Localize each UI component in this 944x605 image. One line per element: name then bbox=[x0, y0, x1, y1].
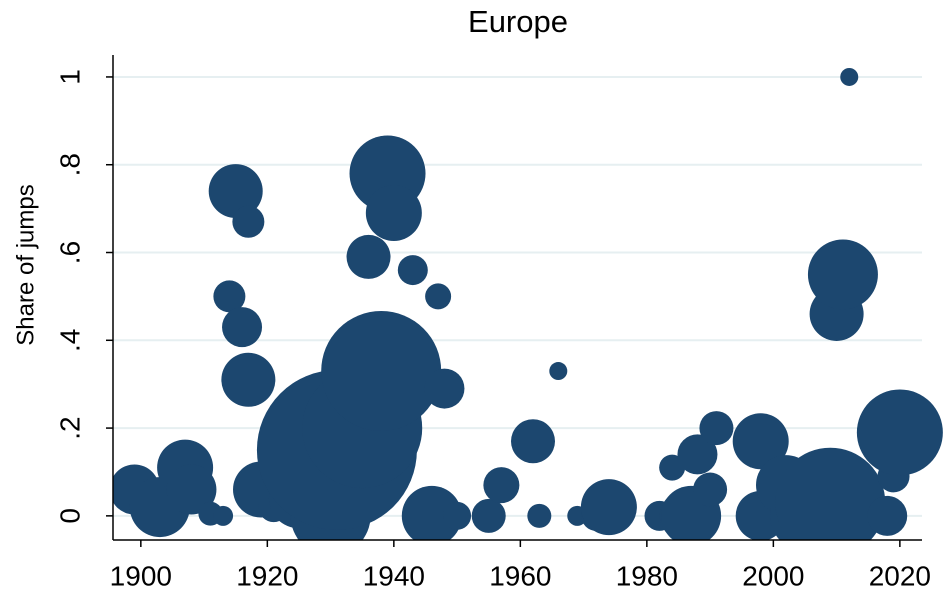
x-tick-label: 1980 bbox=[616, 560, 678, 591]
bubble bbox=[397, 255, 428, 286]
x-tick-label: 1900 bbox=[110, 560, 172, 591]
bubble bbox=[166, 464, 217, 515]
bubble bbox=[222, 307, 263, 348]
bubble bbox=[208, 164, 263, 219]
y-axis-label: Share of jumps bbox=[12, 184, 39, 345]
bubble bbox=[699, 411, 734, 446]
bubble bbox=[424, 368, 465, 409]
bubble bbox=[510, 419, 555, 464]
bubble bbox=[321, 311, 442, 432]
bubble bbox=[580, 479, 637, 536]
chart-title: Europe bbox=[468, 4, 568, 39]
bubble bbox=[471, 498, 506, 533]
x-tick-label: 1960 bbox=[489, 560, 551, 591]
x-tick-label: 1920 bbox=[236, 560, 298, 591]
bubble bbox=[807, 239, 878, 310]
x-tick-label: 1940 bbox=[363, 560, 425, 591]
y-tick-label: .2 bbox=[54, 416, 85, 439]
bubble bbox=[775, 447, 886, 540]
bubble bbox=[840, 67, 859, 86]
bubbles bbox=[113, 67, 943, 540]
bubble bbox=[346, 234, 391, 279]
bubble bbox=[365, 185, 422, 242]
axes: 0 .2 .4 .6 .8 1 1900 1920 1940 1960 1980 2000 2020 bbox=[54, 55, 931, 591]
bubble bbox=[856, 389, 943, 476]
bubble bbox=[443, 501, 472, 530]
x-tick-label: 2000 bbox=[742, 560, 804, 591]
y-tick-label: 1 bbox=[54, 69, 85, 85]
bubble bbox=[213, 505, 234, 526]
y-tick-label: 0 bbox=[54, 508, 85, 524]
bubble bbox=[693, 472, 728, 507]
x-tick-label: 2020 bbox=[869, 560, 931, 591]
bubble bbox=[527, 503, 552, 528]
bubble bbox=[867, 495, 908, 536]
bubble bbox=[232, 205, 265, 238]
bubble bbox=[221, 352, 276, 407]
y-tick-label: .6 bbox=[54, 241, 85, 264]
y-tick-label: .8 bbox=[54, 153, 85, 176]
bubble bbox=[401, 485, 462, 540]
bubble bbox=[732, 413, 789, 470]
bubble bbox=[549, 362, 568, 381]
bubble bbox=[677, 434, 718, 475]
bubble bbox=[213, 280, 246, 313]
bubble bbox=[425, 283, 452, 310]
bubble bbox=[483, 467, 520, 504]
y-tick-label: .4 bbox=[54, 329, 85, 352]
